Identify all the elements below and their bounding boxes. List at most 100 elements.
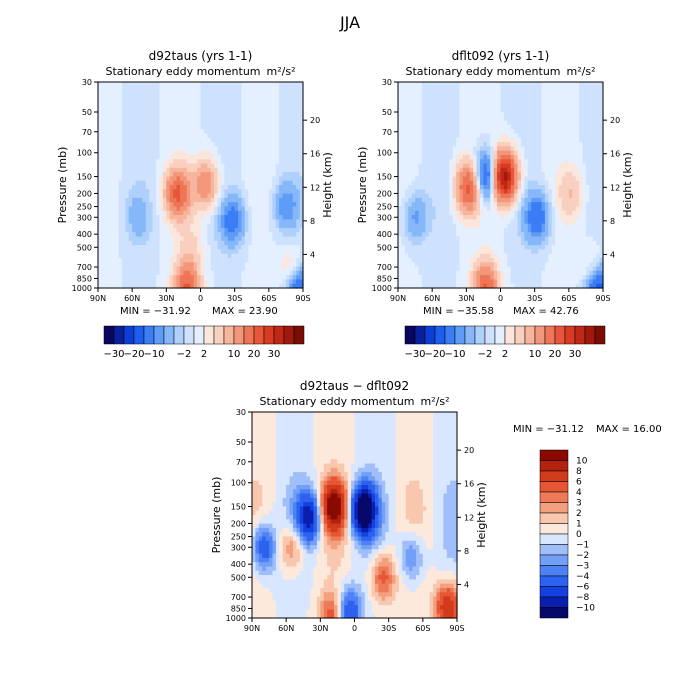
field-cell [145, 275, 150, 281]
field-cell [541, 159, 546, 165]
field-cell [241, 245, 246, 250]
field-cell [162, 176, 167, 182]
field-cell [180, 257, 185, 263]
field-cell [275, 189, 280, 195]
field-cell [255, 86, 260, 92]
field-cell [221, 154, 226, 160]
field-cell [186, 202, 191, 208]
field-cell [142, 167, 147, 173]
field-cell [428, 176, 433, 182]
field-cell [538, 82, 543, 87]
field-cell [486, 189, 491, 195]
field-cell [449, 129, 454, 135]
field-cell [456, 206, 461, 212]
field-cell [296, 129, 301, 135]
field-cell [507, 120, 512, 126]
field-cell [176, 193, 181, 199]
field-cell [197, 167, 202, 173]
field-cell [244, 99, 249, 105]
field-cell [425, 163, 430, 169]
field-cell [166, 172, 171, 178]
field-cell [265, 107, 270, 113]
field-cell [128, 146, 133, 152]
field-cell [401, 103, 406, 109]
field-cell [421, 129, 426, 135]
field-cell [190, 116, 195, 122]
field-cell [452, 124, 457, 130]
field-cell [207, 124, 212, 130]
field-cell [531, 210, 536, 216]
field-cell [435, 219, 440, 225]
field-cell [299, 232, 304, 238]
field-cell [497, 262, 502, 268]
field-cell [200, 185, 205, 190]
field-cell [401, 279, 406, 285]
field-cell [265, 232, 270, 238]
field-cell [255, 150, 260, 156]
field-cell [135, 227, 140, 233]
field-cell [176, 112, 181, 117]
field-cell [398, 137, 403, 143]
field-cell [139, 249, 144, 255]
field-cell [425, 197, 430, 203]
field-cell [258, 219, 263, 225]
field-cell [207, 266, 212, 272]
field-cell [125, 146, 130, 152]
field-cell [483, 185, 488, 190]
field-cell [162, 180, 167, 186]
field-cell [197, 154, 202, 160]
field-cell [469, 232, 474, 238]
field-cell [439, 172, 444, 178]
field-cell [411, 90, 416, 96]
field-cell [142, 253, 147, 259]
field-cell [490, 94, 495, 100]
field-cell [517, 266, 522, 272]
field-cell [425, 240, 430, 246]
field-cell [244, 249, 249, 255]
field-cell [217, 210, 222, 216]
field-cell [275, 167, 280, 173]
field-cell [139, 120, 144, 126]
field-cell [221, 116, 226, 122]
field-cell [173, 120, 178, 126]
field-cell [207, 150, 212, 156]
field-cell [221, 86, 226, 92]
field-cell [173, 86, 178, 92]
field-cell [169, 133, 174, 139]
field-cell [227, 262, 232, 268]
field-cell [108, 202, 113, 208]
field-cell [486, 197, 491, 203]
field-cell [193, 227, 198, 233]
field-cell [251, 210, 256, 216]
field-cell [428, 116, 433, 122]
field-cell [500, 185, 505, 190]
field-cell [421, 159, 426, 165]
field-cell [207, 262, 212, 268]
field-cell [514, 279, 519, 285]
field-cell [258, 232, 263, 238]
field-cell [183, 257, 188, 263]
field-cell [98, 176, 103, 182]
field-cell [432, 90, 437, 96]
field-cell [415, 120, 420, 126]
y-right-tick-label: 20 [310, 116, 320, 125]
field-cell [411, 270, 416, 276]
field-cell [486, 137, 491, 143]
field-cell [197, 232, 202, 238]
field-cell [111, 197, 116, 203]
field-cell [262, 185, 267, 190]
field-cell [217, 193, 222, 199]
field-cell [514, 210, 519, 216]
field-cell [142, 90, 147, 96]
field-cell [262, 215, 267, 220]
field-cell [289, 253, 294, 259]
field-cell [398, 176, 403, 182]
field-cell [404, 129, 409, 135]
field-cell [176, 107, 181, 113]
field-cell [398, 253, 403, 259]
field-cell [183, 223, 188, 229]
field-cell [162, 133, 167, 139]
field-cell [480, 193, 485, 199]
field-cell [428, 154, 433, 160]
field-cell [503, 112, 508, 117]
